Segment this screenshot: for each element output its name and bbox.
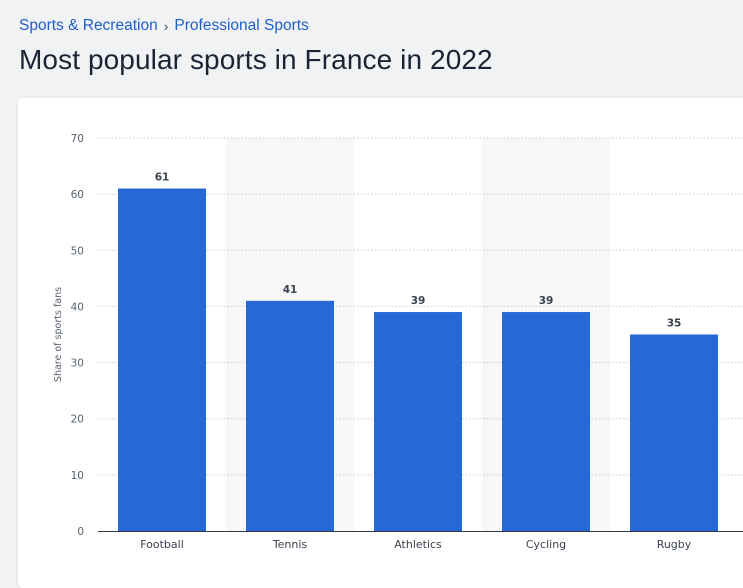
y-tick-label: 30 — [71, 358, 84, 370]
y-tick-label: 0 — [77, 526, 84, 538]
x-tick-label-athletics: Athletics — [394, 538, 442, 551]
data-label-rugby: 35 — [667, 318, 682, 330]
y-tick-label: 10 — [71, 470, 84, 482]
y-axis-title: Share of sports fans — [53, 287, 64, 382]
x-tick-label-cycling: Cycling — [526, 538, 566, 551]
breadcrumb-separator-icon: › — [163, 18, 169, 34]
x-tick-label-football: Football — [140, 538, 184, 551]
y-tick-label: 20 — [71, 414, 84, 426]
y-tick-label: 40 — [71, 301, 84, 313]
breadcrumb-link-professional-sports[interactable]: Professional Sports — [174, 17, 309, 34]
x-tick-label-tennis: Tennis — [272, 538, 308, 551]
page-title: Most popular sports in France in 2022 — [19, 44, 493, 75]
y-tick-label: 60 — [71, 189, 84, 201]
data-label-tennis: 41 — [283, 284, 298, 296]
bar-chart: 0 10 20 30 40 50 60 70 Share of sports fans 61 Foo… — [53, 133, 743, 551]
breadcrumb: Sports & Recreation › Professional Sport… — [19, 17, 309, 35]
bar-athletics[interactable] — [374, 312, 462, 531]
bar-tennis[interactable] — [246, 300, 334, 531]
x-tick-label-rugby: Rugby — [657, 538, 692, 551]
chart-card: 0 10 20 30 40 50 60 70 Share of sports fans 61 Foo… — [18, 98, 743, 588]
data-label-football: 61 — [155, 172, 170, 184]
bar-cycling[interactable] — [502, 312, 590, 531]
y-tick-label: 50 — [71, 245, 84, 257]
breadcrumb-link-sports-recreation[interactable]: Sports & Recreation — [19, 17, 158, 34]
y-tick-label: 70 — [71, 133, 84, 145]
bar-football[interactable] — [118, 188, 206, 531]
data-label-athletics: 39 — [411, 295, 426, 307]
data-label-cycling: 39 — [539, 295, 554, 307]
bar-rugby[interactable] — [630, 334, 718, 532]
